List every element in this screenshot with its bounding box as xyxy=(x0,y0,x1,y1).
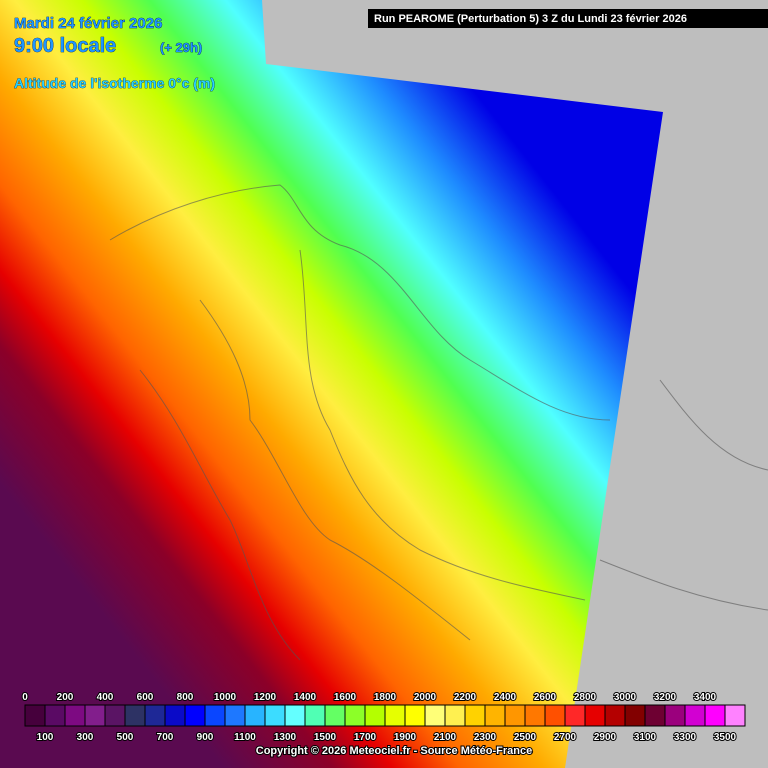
legend-label: 400 xyxy=(97,692,114,703)
legend-label: 2900 xyxy=(594,732,617,743)
legend-label: 2000 xyxy=(414,692,437,703)
legend-label: 0 xyxy=(22,692,28,703)
legend-label: 1900 xyxy=(394,732,417,743)
run-box xyxy=(368,9,768,28)
color-legend: 0 100 200 300 400 500 600 700 800 900 1000 1100 1200… xyxy=(21,691,746,744)
legend-swatch xyxy=(184,704,206,727)
legend-label: 3100 xyxy=(634,732,657,743)
legend-swatch xyxy=(444,704,466,727)
legend-swatch xyxy=(644,704,666,727)
legend-label: 600 xyxy=(137,692,154,703)
legend-label: 1600 xyxy=(334,692,357,703)
legend-label: 2200 xyxy=(454,692,477,703)
legend-swatch xyxy=(344,704,366,727)
legend-swatch xyxy=(684,704,706,727)
lead-time: (+ 29h) xyxy=(160,40,202,55)
legend-label: 1400 xyxy=(294,692,317,703)
legend-swatch xyxy=(284,704,306,727)
legend-swatch xyxy=(724,704,746,727)
legend-label: 1500 xyxy=(314,732,337,743)
copyright: Copyright © 2026 Meteociel.fr - Source M… xyxy=(256,745,532,757)
legend-label: 2700 xyxy=(554,732,577,743)
legend-label: 100 xyxy=(37,732,54,743)
legend-label: 3500 xyxy=(714,732,737,743)
legend-swatch xyxy=(224,704,246,727)
legend-swatch xyxy=(244,704,266,727)
legend-swatch xyxy=(484,704,506,727)
legend-swatch xyxy=(104,704,126,727)
legend-swatch xyxy=(384,704,406,727)
legend-label: 3200 xyxy=(654,692,677,703)
time: 9:00 locale xyxy=(14,35,116,57)
legend-swatch xyxy=(424,704,446,727)
legend-swatch xyxy=(84,704,106,727)
legend-swatch xyxy=(144,704,166,727)
legend-label: 2500 xyxy=(514,732,537,743)
legend-label: 3000 xyxy=(614,692,637,703)
legend-swatch xyxy=(124,704,146,727)
legend-label: 700 xyxy=(157,732,174,743)
legend-label: 2600 xyxy=(534,692,557,703)
legend-label: 1300 xyxy=(274,732,297,743)
legend-label: 1200 xyxy=(254,692,277,703)
legend-swatch xyxy=(544,704,566,727)
legend-label: 500 xyxy=(117,732,134,743)
run-info: Run PEAROME (Perturbation 5) 3 Z du Lund… xyxy=(374,13,687,25)
borders xyxy=(109,184,768,661)
legend-label: 1000 xyxy=(214,692,237,703)
legend-label: 2400 xyxy=(494,692,517,703)
legend-swatch xyxy=(24,704,46,727)
legend-swatch xyxy=(464,704,486,727)
legend-swatch xyxy=(704,704,726,727)
legend-swatch xyxy=(44,704,66,727)
legend-swatch xyxy=(364,704,386,727)
legend-label: 1100 xyxy=(234,732,256,743)
legend-swatch xyxy=(64,704,86,727)
legend-label: 2300 xyxy=(474,732,497,743)
legend-label: 300 xyxy=(77,732,94,743)
legend-swatch xyxy=(664,704,686,727)
legend-label: 2800 xyxy=(574,692,597,703)
legend-label: 800 xyxy=(177,692,194,703)
legend-swatch xyxy=(304,704,326,727)
legend-label: 3300 xyxy=(674,732,697,743)
legend-label: 2100 xyxy=(434,732,457,743)
legend-label: 1700 xyxy=(354,732,377,743)
date: Mardi 24 février 2026 xyxy=(14,15,162,32)
legend-swatch xyxy=(584,704,606,727)
legend-label: 3400 xyxy=(694,692,717,703)
legend-swatch xyxy=(264,704,286,727)
legend-swatch xyxy=(604,704,626,727)
legend-label: 200 xyxy=(57,692,74,703)
legend-swatch xyxy=(564,704,586,727)
legend-swatch xyxy=(404,704,426,727)
legend-swatch xyxy=(624,704,646,727)
legend-label: 900 xyxy=(197,732,214,743)
legend-swatch xyxy=(504,704,526,727)
legend-swatch xyxy=(204,704,226,727)
legend-label: 1800 xyxy=(374,692,397,703)
isotherm-field xyxy=(0,0,663,768)
legend-swatch xyxy=(324,704,346,727)
legend-swatch xyxy=(524,704,546,727)
parameter: Altitude de l'isotherme 0°c (m) xyxy=(14,75,215,91)
legend-swatch xyxy=(164,704,186,727)
